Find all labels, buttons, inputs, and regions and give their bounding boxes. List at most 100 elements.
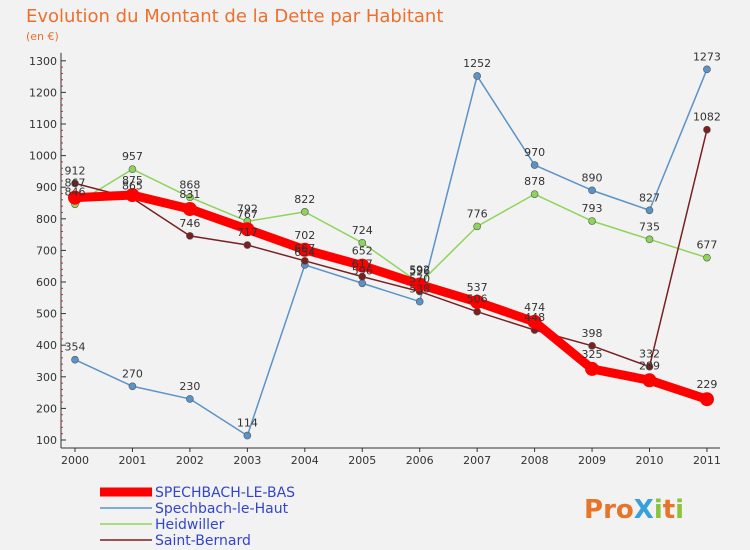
data-point <box>527 314 542 329</box>
y-tick-label: 900 <box>36 181 57 194</box>
data-point <box>243 241 252 249</box>
data-point <box>412 277 427 292</box>
chart-subtitle: (en €) <box>26 30 59 43</box>
data-point <box>588 186 596 195</box>
axes: 100 200 300 400 500 600 700 800 900 1000 1100 1200 1… <box>29 52 721 467</box>
data-label: 822 <box>294 193 315 206</box>
series-layer <box>68 65 714 440</box>
data-point <box>645 206 654 215</box>
data-point <box>300 257 309 265</box>
data-point <box>182 202 197 217</box>
data-point <box>473 72 481 80</box>
data-point <box>470 294 485 309</box>
data-label: 325 <box>582 348 603 361</box>
data-label: 746 <box>179 217 200 230</box>
data-point <box>125 188 140 203</box>
data-label: 570 <box>409 272 430 285</box>
data-label: 229 <box>696 378 717 391</box>
x-tick-label: 2005 <box>348 454 376 467</box>
series-line <box>74 168 708 285</box>
data-label: 792 <box>237 202 258 215</box>
data-label: 890 <box>582 171 603 184</box>
data-point <box>358 239 367 247</box>
data-label: 289 <box>639 359 660 372</box>
data-label: 878 <box>524 175 545 188</box>
data-label: 957 <box>122 150 143 163</box>
data-point <box>71 179 79 188</box>
data-point <box>243 431 252 440</box>
legend-label: Heidwiller <box>155 517 225 533</box>
y-tick-label: 200 <box>36 402 57 415</box>
data-label: 776 <box>467 207 488 220</box>
data-label: 1082 <box>693 111 721 124</box>
data-label: 538 <box>409 283 430 296</box>
data-label: 474 <box>524 301 545 314</box>
data-label: 617 <box>352 258 373 271</box>
legend-label: Saint-Bernard <box>155 533 251 549</box>
data-point <box>300 208 309 216</box>
data-point <box>588 342 596 350</box>
series-heidwiller <box>71 165 711 288</box>
data-point <box>530 190 539 198</box>
chart-title: Evolution du Montant de la Dette par Hab… <box>26 6 443 27</box>
proxiti-logo: ProXiti <box>584 495 684 525</box>
data-point <box>415 297 424 306</box>
y-tick-label: 300 <box>36 371 57 384</box>
data-point <box>240 222 255 237</box>
data-point <box>642 373 657 388</box>
x-tick-label: 2006 <box>406 454 434 467</box>
data-label: 846 <box>65 185 86 198</box>
x-tick-label: 2000 <box>61 454 89 467</box>
data-label: 677 <box>696 239 717 252</box>
data-label: 230 <box>179 380 200 393</box>
data-label: 865 <box>122 179 143 192</box>
data-point <box>703 253 711 262</box>
data-point <box>358 279 367 288</box>
logo-letter: X <box>634 495 654 525</box>
y-tick-label: 1300 <box>29 55 57 68</box>
proxiti-logo-text: ProXiti <box>584 495 684 525</box>
data-point <box>186 395 194 403</box>
data-point <box>358 272 367 281</box>
x-tick-label: 2001 <box>118 454 146 467</box>
y-tick-label: 1100 <box>29 118 57 131</box>
series-line <box>74 68 708 437</box>
y-tick-label: 100 <box>36 434 57 447</box>
y-tick-label: 800 <box>36 213 57 226</box>
legend-label: SPECHBACH-LE-BAS <box>155 485 295 501</box>
data-label: 970 <box>524 146 545 159</box>
logo-letter: t <box>663 495 675 525</box>
data-label: 354 <box>65 341 86 354</box>
series-spechbach-le-haut <box>71 65 711 440</box>
data-point <box>68 190 82 205</box>
data-point <box>703 125 711 134</box>
x-tick-label: 2004 <box>291 454 319 467</box>
data-point <box>71 355 79 364</box>
x-tick-label: 2008 <box>521 454 549 467</box>
data-label: 652 <box>352 245 373 258</box>
data-label: 537 <box>467 281 488 294</box>
data-label: 831 <box>179 188 200 201</box>
y-tick-label: 1200 <box>29 86 57 99</box>
data-label: 114 <box>237 417 258 430</box>
data-label: 596 <box>352 264 373 277</box>
data-label: 793 <box>582 202 603 215</box>
data-point <box>473 222 481 231</box>
data-point <box>588 217 596 225</box>
y-tick-label: 600 <box>36 276 57 289</box>
x-tick-label: 2002 <box>176 454 204 467</box>
data-labels: 354 270 230 114 654 596 538 1252 970 890 827 1273 84… <box>65 50 721 429</box>
data-point <box>645 362 654 371</box>
legend-label: Spechbach-le-Haut <box>155 501 289 517</box>
data-point <box>128 382 137 391</box>
logo-letter: P <box>584 495 603 525</box>
data-point <box>703 65 711 74</box>
data-label: 735 <box>639 220 660 233</box>
series-line <box>70 190 712 404</box>
data-point <box>186 232 194 240</box>
logo-letter: i <box>675 495 684 525</box>
x-tick-label: 2011 <box>693 454 721 467</box>
data-label: 270 <box>122 367 143 380</box>
